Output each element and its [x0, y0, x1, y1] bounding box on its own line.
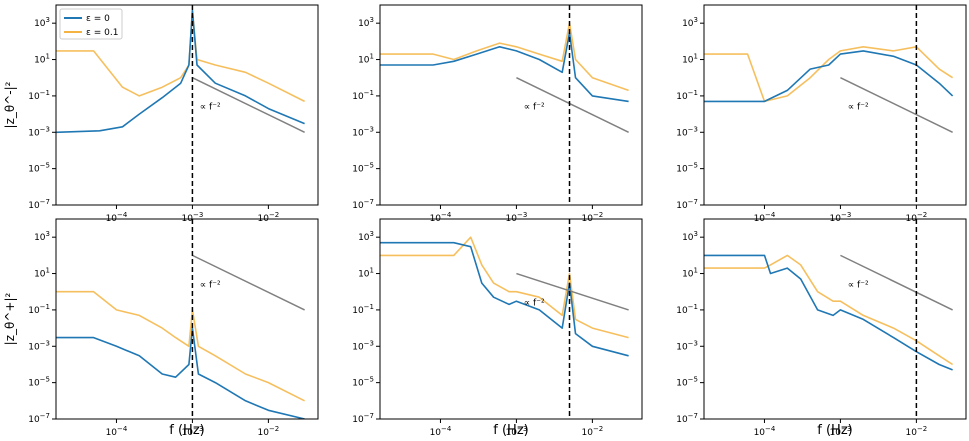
axes-frame — [704, 5, 966, 205]
y-tick-label: 10−3 — [676, 125, 698, 138]
x-tick-label: 10−3 — [830, 211, 852, 224]
panel-0-1: ∝ f⁻² 10−4 10−3 10−2 10−7 10−5 10−3 10−1 101 103 — [352, 5, 642, 224]
x-tick-label: 10−4 — [430, 211, 452, 224]
y-tick-label: 10−7 — [676, 198, 698, 211]
y-tick-label: 10−5 — [352, 162, 374, 175]
y-tick-label: 101 — [682, 53, 698, 66]
x-tick-label: 10−4 — [430, 425, 452, 437]
x-tick-label: 10−2 — [257, 211, 279, 224]
axes-frame — [380, 5, 642, 205]
legend-label: ε = 0 — [86, 14, 110, 24]
y-tick-label: 10−7 — [28, 198, 50, 211]
plot-area — [380, 237, 629, 356]
y-tick-label: 101 — [682, 267, 698, 280]
series-line-eps0 — [704, 51, 953, 102]
y-tick-label: 103 — [34, 16, 50, 29]
x-tick-label: 10−2 — [581, 425, 603, 437]
y-tick-label: 101 — [358, 53, 374, 66]
y-tick-label: 10−5 — [28, 162, 50, 175]
axes-frame — [704, 219, 966, 419]
legend-label: ε = 0.1 — [86, 28, 118, 38]
annotation-label: ∝ f⁻² — [524, 299, 545, 309]
x-tick-label: 10−4 — [754, 425, 776, 437]
x-tick-label: 10−3 — [506, 211, 528, 224]
y-tick-label: 10−3 — [28, 125, 50, 138]
series-line-eps01 — [704, 255, 953, 364]
y-tick-label: 103 — [682, 16, 698, 29]
x-tick-label: 10−2 — [257, 425, 279, 437]
y-tick-label: 103 — [682, 230, 698, 243]
annotation-label: ∝ f⁻² — [200, 280, 221, 290]
series-line-eps0 — [56, 328, 305, 419]
y-tick-label: 10−5 — [676, 162, 698, 175]
series-line-eps01 — [56, 292, 305, 401]
annotation-label: ∝ f⁻² — [524, 103, 545, 113]
series-line-eps01 — [380, 23, 629, 90]
y-tick-label: 103 — [34, 230, 50, 243]
x-axis-label: f (Hz) — [169, 423, 204, 437]
y-tick-label: 10−3 — [676, 339, 698, 352]
y-tick-label: 10−1 — [352, 89, 374, 102]
y-tick-label: 10−1 — [28, 89, 50, 102]
y-tick-label: 10−1 — [352, 303, 374, 316]
y-tick-label: 101 — [34, 53, 50, 66]
series-line-eps01 — [704, 47, 953, 102]
y-tick-label: 101 — [358, 267, 374, 280]
y-tick-label: 10−7 — [352, 412, 374, 425]
y-axis-label: |z_θ^+|² — [3, 292, 17, 345]
y-tick-label: 10−7 — [676, 412, 698, 425]
series-line-eps0 — [380, 33, 629, 102]
plot-area — [704, 47, 953, 132]
y-tick-label: 10−5 — [352, 376, 374, 389]
plot-area — [380, 23, 629, 132]
y-tick-label: 10−5 — [28, 376, 50, 389]
annotation-label: ∝ f⁻² — [848, 280, 869, 290]
x-tick-label: 10−4 — [106, 425, 128, 437]
y-tick-label: 10−1 — [676, 89, 698, 102]
x-tick-label: 10−4 — [754, 211, 776, 224]
annotation-label: ∝ f⁻² — [200, 103, 221, 113]
legend: ε = 0 ε = 0.1 — [60, 9, 122, 39]
series-line-eps01 — [380, 237, 629, 337]
y-tick-label: 10−1 — [28, 303, 50, 316]
plot-area — [704, 255, 953, 370]
y-tick-label: 101 — [34, 267, 50, 280]
axes-frame — [56, 219, 318, 419]
x-tick-label: 10−4 — [106, 211, 128, 224]
x-tick-label: 10−2 — [581, 211, 603, 224]
y-axis-label: |z_θ^-|² — [3, 81, 17, 128]
y-tick-label: 10−3 — [28, 339, 50, 352]
y-tick-label: 10−1 — [676, 303, 698, 316]
y-tick-label: 103 — [358, 230, 374, 243]
series-line-eps0 — [380, 243, 629, 356]
plot-area — [56, 255, 305, 419]
y-tick-label: 10−3 — [352, 339, 374, 352]
x-axis-label: f (Hz) — [817, 423, 852, 437]
y-tick-label: 103 — [358, 16, 374, 29]
y-tick-label: 10−5 — [676, 376, 698, 389]
x-tick-label: 10−2 — [905, 425, 927, 437]
y-tick-label: 10−7 — [28, 412, 50, 425]
series-line-eps0 — [704, 255, 953, 370]
x-axis-label: f (Hz) — [493, 423, 528, 437]
axes-frame — [380, 219, 642, 419]
y-tick-label: 10−3 — [352, 125, 374, 138]
y-tick-label: 10−7 — [352, 198, 374, 211]
annotation-label: ∝ f⁻² — [848, 103, 869, 113]
